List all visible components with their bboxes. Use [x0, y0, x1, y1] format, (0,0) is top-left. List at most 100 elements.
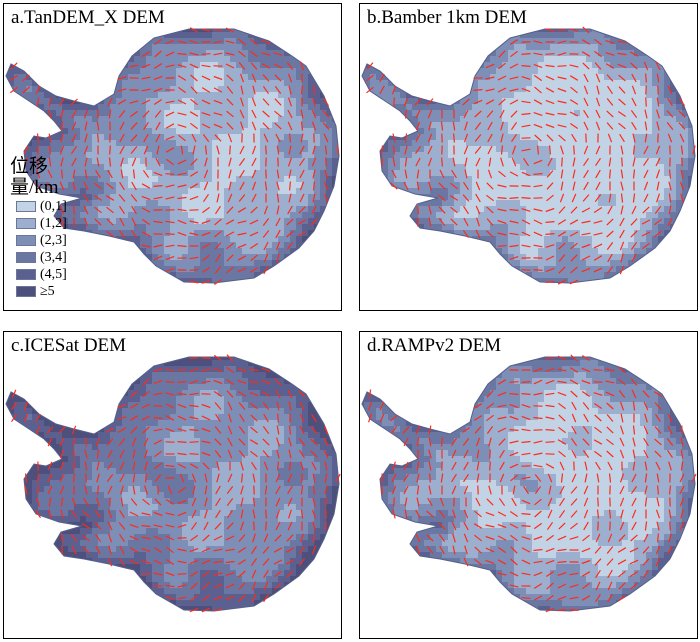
displacement-arrow: [189, 441, 199, 443]
displacement-arrow: [571, 193, 577, 203]
displacement-arrow: [83, 193, 89, 203]
displacement-arrow: [533, 63, 543, 69]
displacement-arrow: [106, 438, 114, 446]
displacement-arrow: [632, 425, 636, 435]
displacement-arrow: [277, 461, 279, 471]
displacement-arrow: [177, 486, 187, 494]
displacement-arrow: [165, 244, 175, 248]
displacement-arrow: [141, 403, 151, 409]
displacement-arrow: [238, 534, 246, 542]
displacement-arrow: [274, 122, 282, 130]
displacement-arrow: [521, 393, 531, 395]
displacement-arrow: [498, 170, 506, 178]
displacement-arrow: [311, 109, 317, 119]
displacement-arrow: [510, 474, 518, 482]
displacement-arrow: [618, 390, 626, 398]
displacement-arrow: [287, 205, 293, 215]
displacement-arrow: [680, 449, 684, 459]
displacement-arrow: [618, 570, 626, 578]
displacement-arrow: [451, 449, 457, 459]
displacement-arrow: [70, 145, 78, 155]
displacement-arrow: [225, 535, 235, 541]
displacement-arrow: [323, 437, 329, 447]
displacement-arrow: [190, 122, 198, 130]
displacement-arrow: [47, 473, 53, 483]
displacement-arrow: [619, 133, 625, 143]
displacement-arrow: [545, 53, 555, 55]
displacement-arrow: [226, 522, 234, 530]
displacement-arrow: [335, 473, 341, 483]
displacement-arrow: [533, 560, 543, 564]
displacement-arrow: [213, 571, 223, 577]
displacement-arrow: [545, 416, 555, 420]
displacement-arrow: [485, 524, 495, 528]
displacement-arrow: [143, 437, 149, 447]
displacement-arrow: [618, 366, 626, 374]
displacement-arrow: [240, 97, 244, 107]
displacement-arrow: [450, 437, 458, 447]
displacement-arrow: [570, 522, 578, 530]
displacement-arrow: [595, 533, 601, 543]
displacement-arrow: [153, 220, 163, 224]
displacement-arrow: [201, 415, 211, 421]
displacement-arrow: [618, 122, 626, 130]
displacement-arrow: [60, 509, 64, 519]
displacement-arrow: [117, 416, 127, 420]
displacement-arrow: [72, 181, 76, 191]
displacement-arrow: [582, 194, 590, 202]
displacement-arrow: [533, 123, 543, 129]
displacement-arrow: [521, 559, 531, 565]
displacement-arrow: [474, 546, 482, 554]
displacement-arrow: [641, 219, 651, 225]
displacement-arrow: [142, 169, 150, 179]
displacement-arrow: [570, 486, 578, 494]
displacement-arrow: [417, 205, 419, 215]
displacement-arrow: [463, 557, 469, 567]
displacement-arrow: [533, 583, 543, 589]
displacement-arrow: [118, 533, 126, 543]
displacement-arrow: [644, 473, 648, 483]
displacement-arrow: [213, 609, 223, 611]
displacement-arrow: [533, 440, 543, 444]
displacement-arrow: [620, 193, 624, 203]
displacement-arrow: [131, 205, 137, 215]
displacement-arrow: [607, 569, 613, 579]
displacement-arrow: [249, 242, 259, 250]
displacement-arrow: [107, 533, 113, 543]
displacement-arrow: [71, 497, 77, 507]
displacement-arrow: [593, 255, 603, 261]
displacement-arrow: [288, 437, 292, 447]
displacement-arrow: [593, 206, 603, 214]
displacement-arrow: [390, 414, 398, 422]
displacement-arrow: [583, 109, 589, 119]
displacement-arrow: [667, 545, 673, 555]
displacement-arrow: [607, 461, 613, 471]
displacement-arrow: [415, 545, 421, 555]
displacement-arrow: [177, 524, 187, 528]
displacement-arrow: [486, 218, 494, 226]
displacement-arrow: [312, 521, 316, 531]
displacement-arrow: [655, 509, 661, 519]
displacement-arrow: [476, 461, 480, 471]
displacement-arrow: [129, 547, 139, 553]
displacement-arrow: [250, 50, 258, 58]
displacement-arrow: [298, 157, 306, 167]
displacement-arrow: [153, 99, 163, 105]
displacement-arrow: [557, 355, 567, 361]
displacement-arrow: [225, 379, 235, 385]
displacement-arrow: [215, 413, 221, 423]
displacement-arrow: [583, 497, 589, 507]
displacement-arrow: [238, 50, 246, 58]
displacement-arrow: [165, 571, 175, 577]
displacement-arrow: [252, 85, 256, 95]
displacement-arrow: [476, 473, 480, 483]
displacement-arrow: [569, 123, 579, 129]
displacement-arrow: [558, 414, 566, 422]
displacement-arrow: [606, 242, 614, 250]
displacement-arrow: [202, 570, 210, 578]
displacement-arrow: [533, 99, 543, 105]
displacement-arrow: [177, 184, 187, 188]
displacement-arrow: [582, 438, 590, 446]
displacement-arrow: [153, 244, 163, 248]
displacement-arrow: [215, 485, 221, 495]
